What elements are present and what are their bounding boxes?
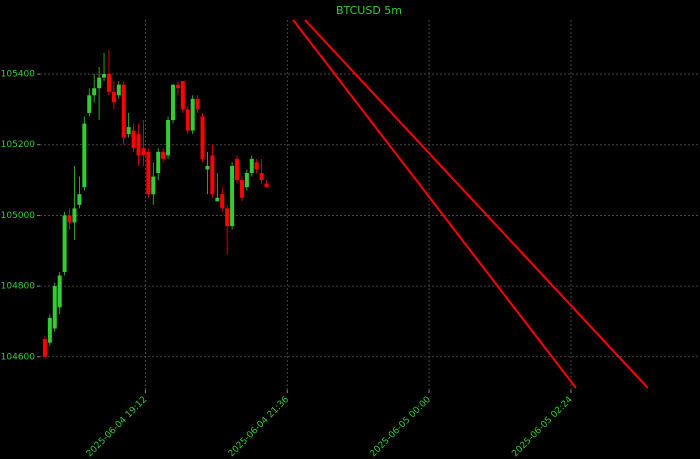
candle-body xyxy=(106,74,111,92)
candle-body xyxy=(87,95,92,113)
candle-body xyxy=(166,120,171,156)
y-tick-label: 105000 xyxy=(1,211,36,221)
trend-line xyxy=(304,19,649,389)
trend-line xyxy=(292,19,577,389)
candle-body xyxy=(190,98,195,131)
candle-body xyxy=(200,116,205,159)
candle-body xyxy=(97,77,102,89)
candle-body xyxy=(180,81,185,110)
candle-body xyxy=(57,275,62,308)
candle-body xyxy=(185,109,190,131)
y-tick-label: 105200 xyxy=(1,140,36,150)
candle-body xyxy=(225,208,230,227)
candle-body xyxy=(220,194,225,209)
candle-body xyxy=(244,173,249,188)
candle-body xyxy=(62,215,67,272)
candle-body xyxy=(170,84,175,121)
candle-body xyxy=(156,151,161,174)
candle-body xyxy=(131,130,136,149)
candle-body xyxy=(205,165,210,170)
candle-body xyxy=(121,84,126,138)
candle-body xyxy=(195,98,200,110)
candle-body xyxy=(42,339,47,357)
chart-title: BTCUSD 5m xyxy=(336,4,402,17)
candle-body xyxy=(215,197,220,202)
x-tick-label: 2025-06-05 02:24 xyxy=(510,395,575,459)
y-tick-label: 104600 xyxy=(1,352,36,362)
candle-body xyxy=(67,215,72,223)
candle-body xyxy=(230,165,235,227)
candle-body xyxy=(102,74,107,78)
y-tick-label: 105400 xyxy=(1,70,36,80)
candle-body xyxy=(146,151,151,195)
candle-body xyxy=(259,173,264,181)
y-tick-label: 104800 xyxy=(1,282,36,292)
candle-body xyxy=(254,162,259,170)
candle-body xyxy=(235,158,240,181)
candle-body xyxy=(151,176,156,195)
candle-body xyxy=(111,91,116,103)
candle-body xyxy=(264,183,269,188)
candle-body xyxy=(77,194,82,205)
candle-body xyxy=(249,158,254,174)
x-tick-label: 2025-06-05 00:00 xyxy=(369,395,434,459)
candle-body xyxy=(72,208,77,223)
x-tick-label: 2025-06-04 21:36 xyxy=(227,395,292,459)
candle-body xyxy=(116,84,121,96)
candle-body xyxy=(175,84,180,89)
candle-body xyxy=(141,148,146,156)
candle-body xyxy=(52,286,57,329)
candle-body xyxy=(239,180,244,198)
candle-body xyxy=(47,317,52,343)
candle-body xyxy=(126,127,131,135)
candle-body xyxy=(92,88,97,96)
candle-body xyxy=(161,151,166,159)
candle-body xyxy=(210,155,215,195)
x-tick-label: 2025-06-04 19:12 xyxy=(85,395,149,459)
candle-body xyxy=(136,134,141,156)
candle-body xyxy=(82,123,87,188)
